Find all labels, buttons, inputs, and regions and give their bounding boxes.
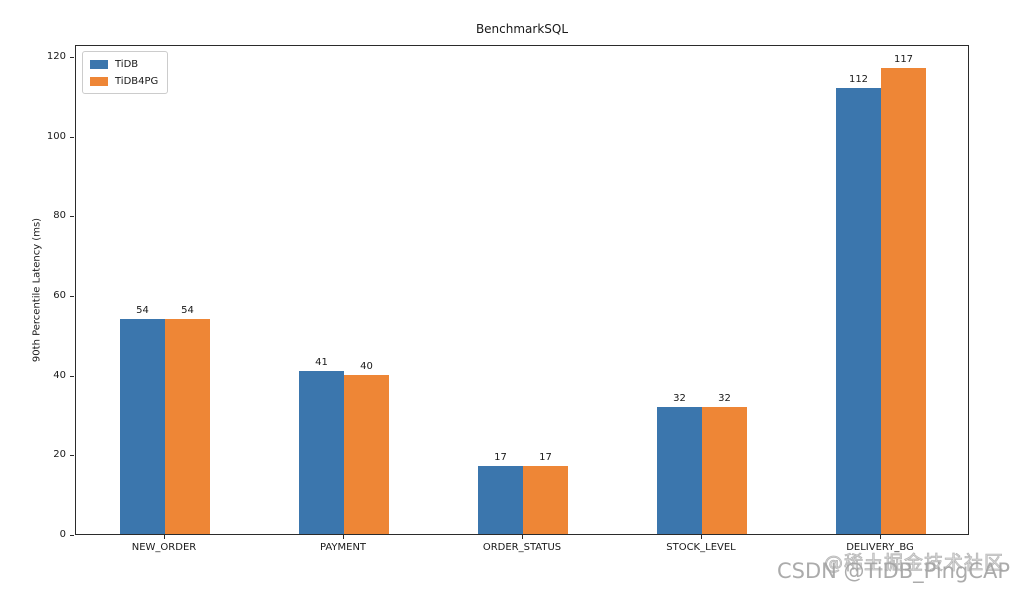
y-tick-label: 100 xyxy=(46,131,66,142)
bar-tidb-delivery_bg xyxy=(836,88,881,534)
bar-value-label: 40 xyxy=(360,361,373,372)
bar-tidb4pg-order_status xyxy=(523,466,568,534)
x-tick-label: PAYMENT xyxy=(319,542,367,553)
bar-tidb4pg-payment xyxy=(344,375,389,534)
bar-value-label: 54 xyxy=(181,305,194,316)
bar-value-label: 17 xyxy=(539,452,552,463)
bar-tidb-order_status xyxy=(478,466,523,534)
bar-value-label: 117 xyxy=(893,54,914,65)
legend-label-tidb4pg: TiDB4PG xyxy=(115,75,159,87)
bar-tidb-stock_level xyxy=(657,407,702,534)
x-tick-label: STOCK_LEVEL xyxy=(666,542,736,553)
x-tick-label: ORDER_STATUS xyxy=(482,542,562,553)
y-tick-label: 60 xyxy=(53,290,66,301)
legend-swatch-tidb xyxy=(90,59,108,69)
x-tick-label: NEW_ORDER xyxy=(131,542,197,553)
watermark-csdn: CSDN @TiDB_PingCAP xyxy=(776,559,1010,583)
chart-title: BenchmarkSQL xyxy=(475,22,569,36)
bar-tidb4pg-new_order xyxy=(165,319,210,534)
bar-tidb-payment xyxy=(299,371,344,534)
bar-value-label: 41 xyxy=(315,357,328,368)
bar-tidb-new_order xyxy=(120,319,165,534)
bar-value-label: 32 xyxy=(673,393,686,404)
x-tick-mark xyxy=(522,535,523,539)
x-tick-mark xyxy=(880,535,881,539)
x-tick-mark xyxy=(164,535,165,539)
y-tick-mark xyxy=(70,57,74,58)
y-tick-mark xyxy=(70,296,74,297)
y-tick-mark xyxy=(70,535,74,536)
y-tick-mark xyxy=(70,216,74,217)
y-tick-mark xyxy=(70,376,74,377)
x-tick-mark xyxy=(343,535,344,539)
plot-area: TiDB TiDB4PG 54 54 41 40 17 17 32 32 112 117 xyxy=(75,45,969,535)
watermark-juejin: @稀土掘金技术社区 xyxy=(823,552,1004,575)
y-tick-label: 20 xyxy=(53,449,66,460)
legend: TiDB TiDB4PG xyxy=(82,51,169,94)
bar-tidb4pg-stock_level xyxy=(702,407,747,534)
bar-value-label: 112 xyxy=(848,74,869,85)
y-tick-label: 40 xyxy=(53,370,66,381)
x-tick-mark xyxy=(701,535,702,539)
legend-label-tidb: TiDB xyxy=(115,58,139,70)
bar-value-label: 54 xyxy=(136,305,149,316)
y-tick-mark xyxy=(70,137,74,138)
x-tick-label: DELIVERY_BG xyxy=(846,542,914,553)
legend-entry-tidb: TiDB xyxy=(90,57,158,71)
bar-value-label: 32 xyxy=(718,393,731,404)
y-tick-mark xyxy=(70,455,74,456)
y-tick-label: 120 xyxy=(46,51,66,62)
y-tick-label: 80 xyxy=(53,210,66,221)
bar-value-label: 17 xyxy=(494,452,507,463)
bar-tidb4pg-delivery_bg xyxy=(881,68,926,534)
legend-swatch-tidb4pg xyxy=(90,76,108,86)
y-tick-label: 0 xyxy=(59,529,66,540)
legend-entry-tidb4pg: TiDB4PG xyxy=(90,74,158,88)
